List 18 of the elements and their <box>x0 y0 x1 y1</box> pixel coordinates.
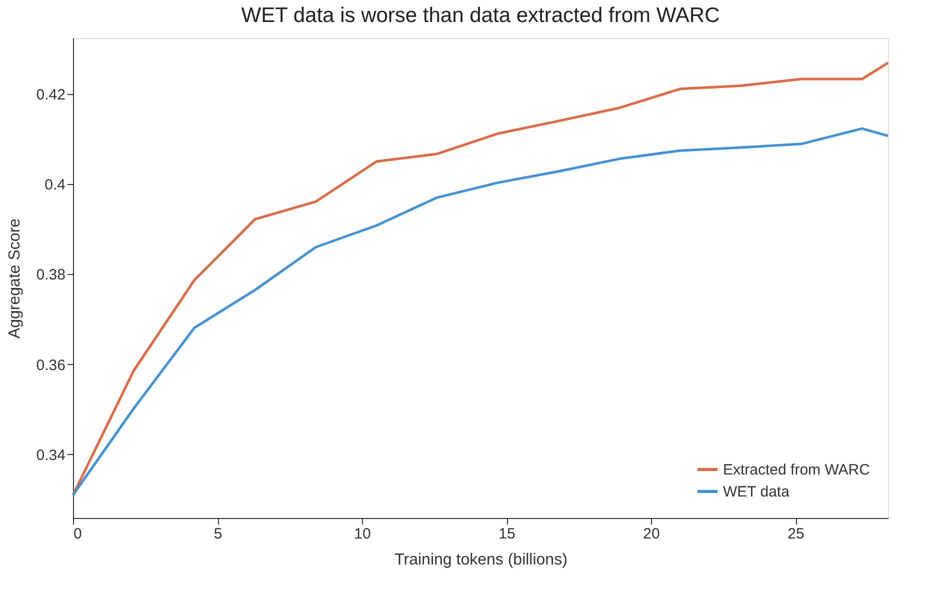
x-tick-label: 10 <box>354 526 371 542</box>
x-tick-label: 5 <box>214 526 222 542</box>
x-tick-label: 15 <box>498 526 516 542</box>
chart-title: WET data is worse than data extracted from WARC <box>241 4 720 27</box>
y-tick-label: 0.4 <box>44 176 66 194</box>
line-series <box>72 62 890 496</box>
x-tick-label: 20 <box>643 526 660 542</box>
legend-label: WET data <box>723 484 790 500</box>
x-tick-label: 0 <box>74 526 82 542</box>
y-tick-label: 0.42 <box>36 86 66 104</box>
legend-label: Extracted from WARC <box>723 462 870 478</box>
y-axis-title: Aggregate Score <box>6 218 24 339</box>
x-tick-label: 25 <box>788 526 804 542</box>
y-tick-label: 0.38 <box>36 266 66 284</box>
x-axis-title: Training tokens (billions) <box>394 552 568 568</box>
y-tick-label: 0.34 <box>36 446 66 464</box>
line-series <box>72 127 890 496</box>
y-tick-label: 0.36 <box>36 356 66 374</box>
